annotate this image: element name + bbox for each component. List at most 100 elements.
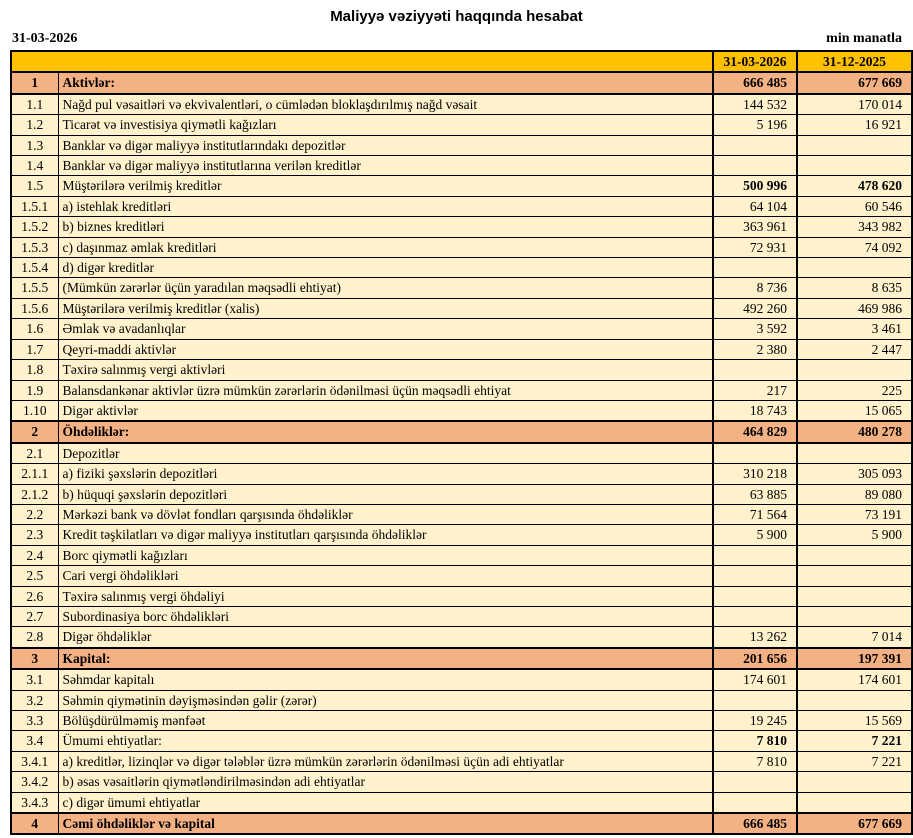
row-label-cell: Ticarət və investisiya qiymətli kağızlar… — [57, 114, 714, 136]
value-previous-cell — [796, 544, 913, 567]
row-number-cell: 2.2 — [10, 503, 59, 526]
row-label-cell: Öhdəliklər: — [57, 420, 714, 444]
value-previous-cell: 7 221 — [796, 730, 913, 752]
table-row: 1.1 Nağd pul vəsaitləri və ekvivalentləri… — [10, 93, 913, 116]
table-row: 1.5.2 b) biznes kreditləri 363 961 343 982 — [10, 216, 913, 238]
value-previous-cell — [796, 791, 913, 814]
row-number-cell: 1.8 — [10, 359, 59, 381]
table-row: 2.5 Cari vergi öhdəlikləri — [10, 565, 913, 587]
row-label-cell: d) digər kreditlər — [57, 257, 714, 279]
row-label-cell: b) biznes kreditləri — [57, 216, 714, 238]
value-current-cell: 72 931 — [712, 236, 798, 259]
row-number-cell: 2.8 — [10, 626, 59, 649]
value-previous-cell: 7 014 — [796, 626, 913, 649]
value-current-cell: 363 961 — [712, 216, 798, 238]
report-subheader: 31-03-2026 min manatla — [0, 25, 913, 50]
value-previous-cell: 170 014 — [796, 93, 913, 116]
value-previous-cell: 174 601 — [796, 668, 913, 691]
row-label-cell: Banklar və digər maliyyə institutlarına … — [57, 155, 714, 177]
table-row: 1.6 Əmlak və avadanlıqlar 3 592 3 461 — [10, 318, 913, 340]
value-current-cell — [712, 134, 798, 157]
row-number-cell: 1.5.6 — [10, 297, 59, 320]
value-previous-cell: 74 092 — [796, 236, 913, 259]
row-label-cell: Aktivlər: — [57, 71, 714, 95]
value-previous-cell: 3 461 — [796, 318, 913, 340]
value-previous-cell: 16 921 — [796, 114, 913, 136]
table-row: 1.4 Banklar və digər maliyyə institutları… — [10, 155, 913, 177]
table-row: 1.9 Balansdankənar aktivlər üzrə mümkün z… — [10, 379, 913, 401]
table-row: 2.1 Depozitlər — [10, 442, 913, 465]
row-number-cell: 2.1.2 — [10, 483, 59, 505]
table-row: 2.3 Kredit təşkilatları və digər maliyyə … — [10, 524, 913, 546]
table-row: 1.7 Qeyri-maddi aktivlər 2 380 2 447 — [10, 338, 913, 361]
row-label-cell: Səhmin qiymətinin dəyişməsindən gəlir (z… — [57, 689, 714, 712]
value-previous-cell — [796, 605, 913, 628]
value-previous-cell: 7 221 — [796, 750, 913, 773]
value-current-cell: 201 656 — [712, 646, 798, 671]
value-current-cell: 19 245 — [712, 709, 798, 732]
table-row: 2.1.2 b) hüquqi şəxslərin depozitləri 63 8… — [10, 483, 913, 505]
value-current-cell — [712, 442, 798, 465]
row-number-cell: 2 — [10, 420, 59, 444]
row-label-cell: Təxirə salınmış vergi aktivləri — [57, 359, 714, 381]
row-label-cell: Təxirə salınmış vergi öhdəliyi — [57, 585, 714, 607]
row-number-cell: 2.7 — [10, 605, 59, 628]
row-number-cell: 1.5.4 — [10, 257, 59, 279]
value-current-cell — [712, 257, 798, 279]
row-number-cell: 2.4 — [10, 544, 59, 567]
row-label-cell: a) istehlak kreditləri — [57, 195, 714, 218]
table-row: 1.5.6 Müştərilərə verilmiş kreditlər (xal… — [10, 297, 913, 320]
row-number-cell: 1.5.5 — [10, 277, 59, 299]
value-previous-cell: 478 620 — [796, 175, 913, 197]
value-current-cell: 18 743 — [712, 399, 798, 422]
row-label-cell: b) hüquqi şəxslərin depozitləri — [57, 483, 714, 505]
row-label-cell: Mərkəzi bank və dövlət fondları qarşısın… — [57, 503, 714, 526]
row-label-cell: c) daşınmaz əmlak kreditləri — [57, 236, 714, 259]
row-number-cell: 1.5.2 — [10, 216, 59, 238]
value-current-cell: 492 260 — [712, 297, 798, 320]
row-label-cell: a) fiziki şəxslərin depozitləri — [57, 463, 714, 485]
row-label-cell: (Mümkün zərərlər üçün yaradılan məqsədli… — [57, 277, 714, 299]
value-previous-cell: 480 278 — [796, 420, 913, 444]
row-label-cell: Digər aktivlər — [57, 399, 714, 422]
value-current-cell — [712, 155, 798, 177]
row-label-cell: Müştərilərə verilmiş kreditlər — [57, 175, 714, 197]
table-row: 1.3 Banklar və digər maliyyə institutları… — [10, 134, 913, 157]
table-row: 2.6 Təxirə salınmış vergi öhdəliyi — [10, 585, 913, 607]
row-number-cell: 2.6 — [10, 585, 59, 607]
value-current-cell: 666 485 — [712, 71, 798, 95]
row-label-cell: Balansdankənar aktivlər üzrə mümkün zərə… — [57, 379, 714, 401]
table-row: 2.7 Subordinasiya borc öhdəlikləri — [10, 605, 913, 628]
table-row: 3.4.2 b) əsas vəsaitlərin qiymətləndirilm… — [10, 771, 913, 793]
row-label-cell: Cəmi öhdəliklər və kapital — [57, 812, 714, 836]
value-current-cell — [712, 605, 798, 628]
row-number-cell: 1.6 — [10, 318, 59, 340]
value-current-cell: 7 810 — [712, 750, 798, 773]
value-previous-cell — [796, 689, 913, 712]
value-previous-cell: 8 635 — [796, 277, 913, 299]
table-row: 2.8 Digər öhdəliklər 13 262 7 014 — [10, 626, 913, 649]
table-row: 4 Cəmi öhdəliklər və kapital 666 485 677 66… — [10, 812, 913, 836]
value-current-cell: 13 262 — [712, 626, 798, 649]
financial-position-table: 31-03-2026 31-12-2025 1 Aktivlər: 666 485 6… — [10, 50, 913, 836]
row-label-cell: Səhmdar kapitalı — [57, 668, 714, 691]
row-label-cell: Kapital: — [57, 646, 714, 671]
table-header-row: 31-03-2026 31-12-2025 — [10, 50, 913, 74]
table-row: 2.1.1 a) fiziki şəxslərin depozitləri 310 … — [10, 463, 913, 485]
row-number-cell: 3.1 — [10, 668, 59, 691]
row-label-cell: Depozitlər — [57, 442, 714, 465]
value-previous-cell: 73 191 — [796, 503, 913, 526]
value-current-cell: 500 996 — [712, 175, 798, 197]
row-number-cell: 1 — [10, 71, 59, 95]
value-current-cell: 7 810 — [712, 730, 798, 752]
value-previous-cell: 15 569 — [796, 709, 913, 732]
value-current-cell: 144 532 — [712, 93, 798, 116]
value-previous-cell: 15 065 — [796, 399, 913, 422]
value-previous-cell — [796, 771, 913, 793]
row-number-cell: 2.3 — [10, 524, 59, 546]
row-label-cell: Bölüşdürülməmiş mənfəət — [57, 709, 714, 732]
column-header-previous-period: 31-12-2025 — [796, 50, 913, 74]
row-label-cell: Kredit təşkilatları və digər maliyyə ins… — [57, 524, 714, 546]
table-row: 3.1 Səhmdar kapitalı 174 601 174 601 — [10, 668, 913, 691]
